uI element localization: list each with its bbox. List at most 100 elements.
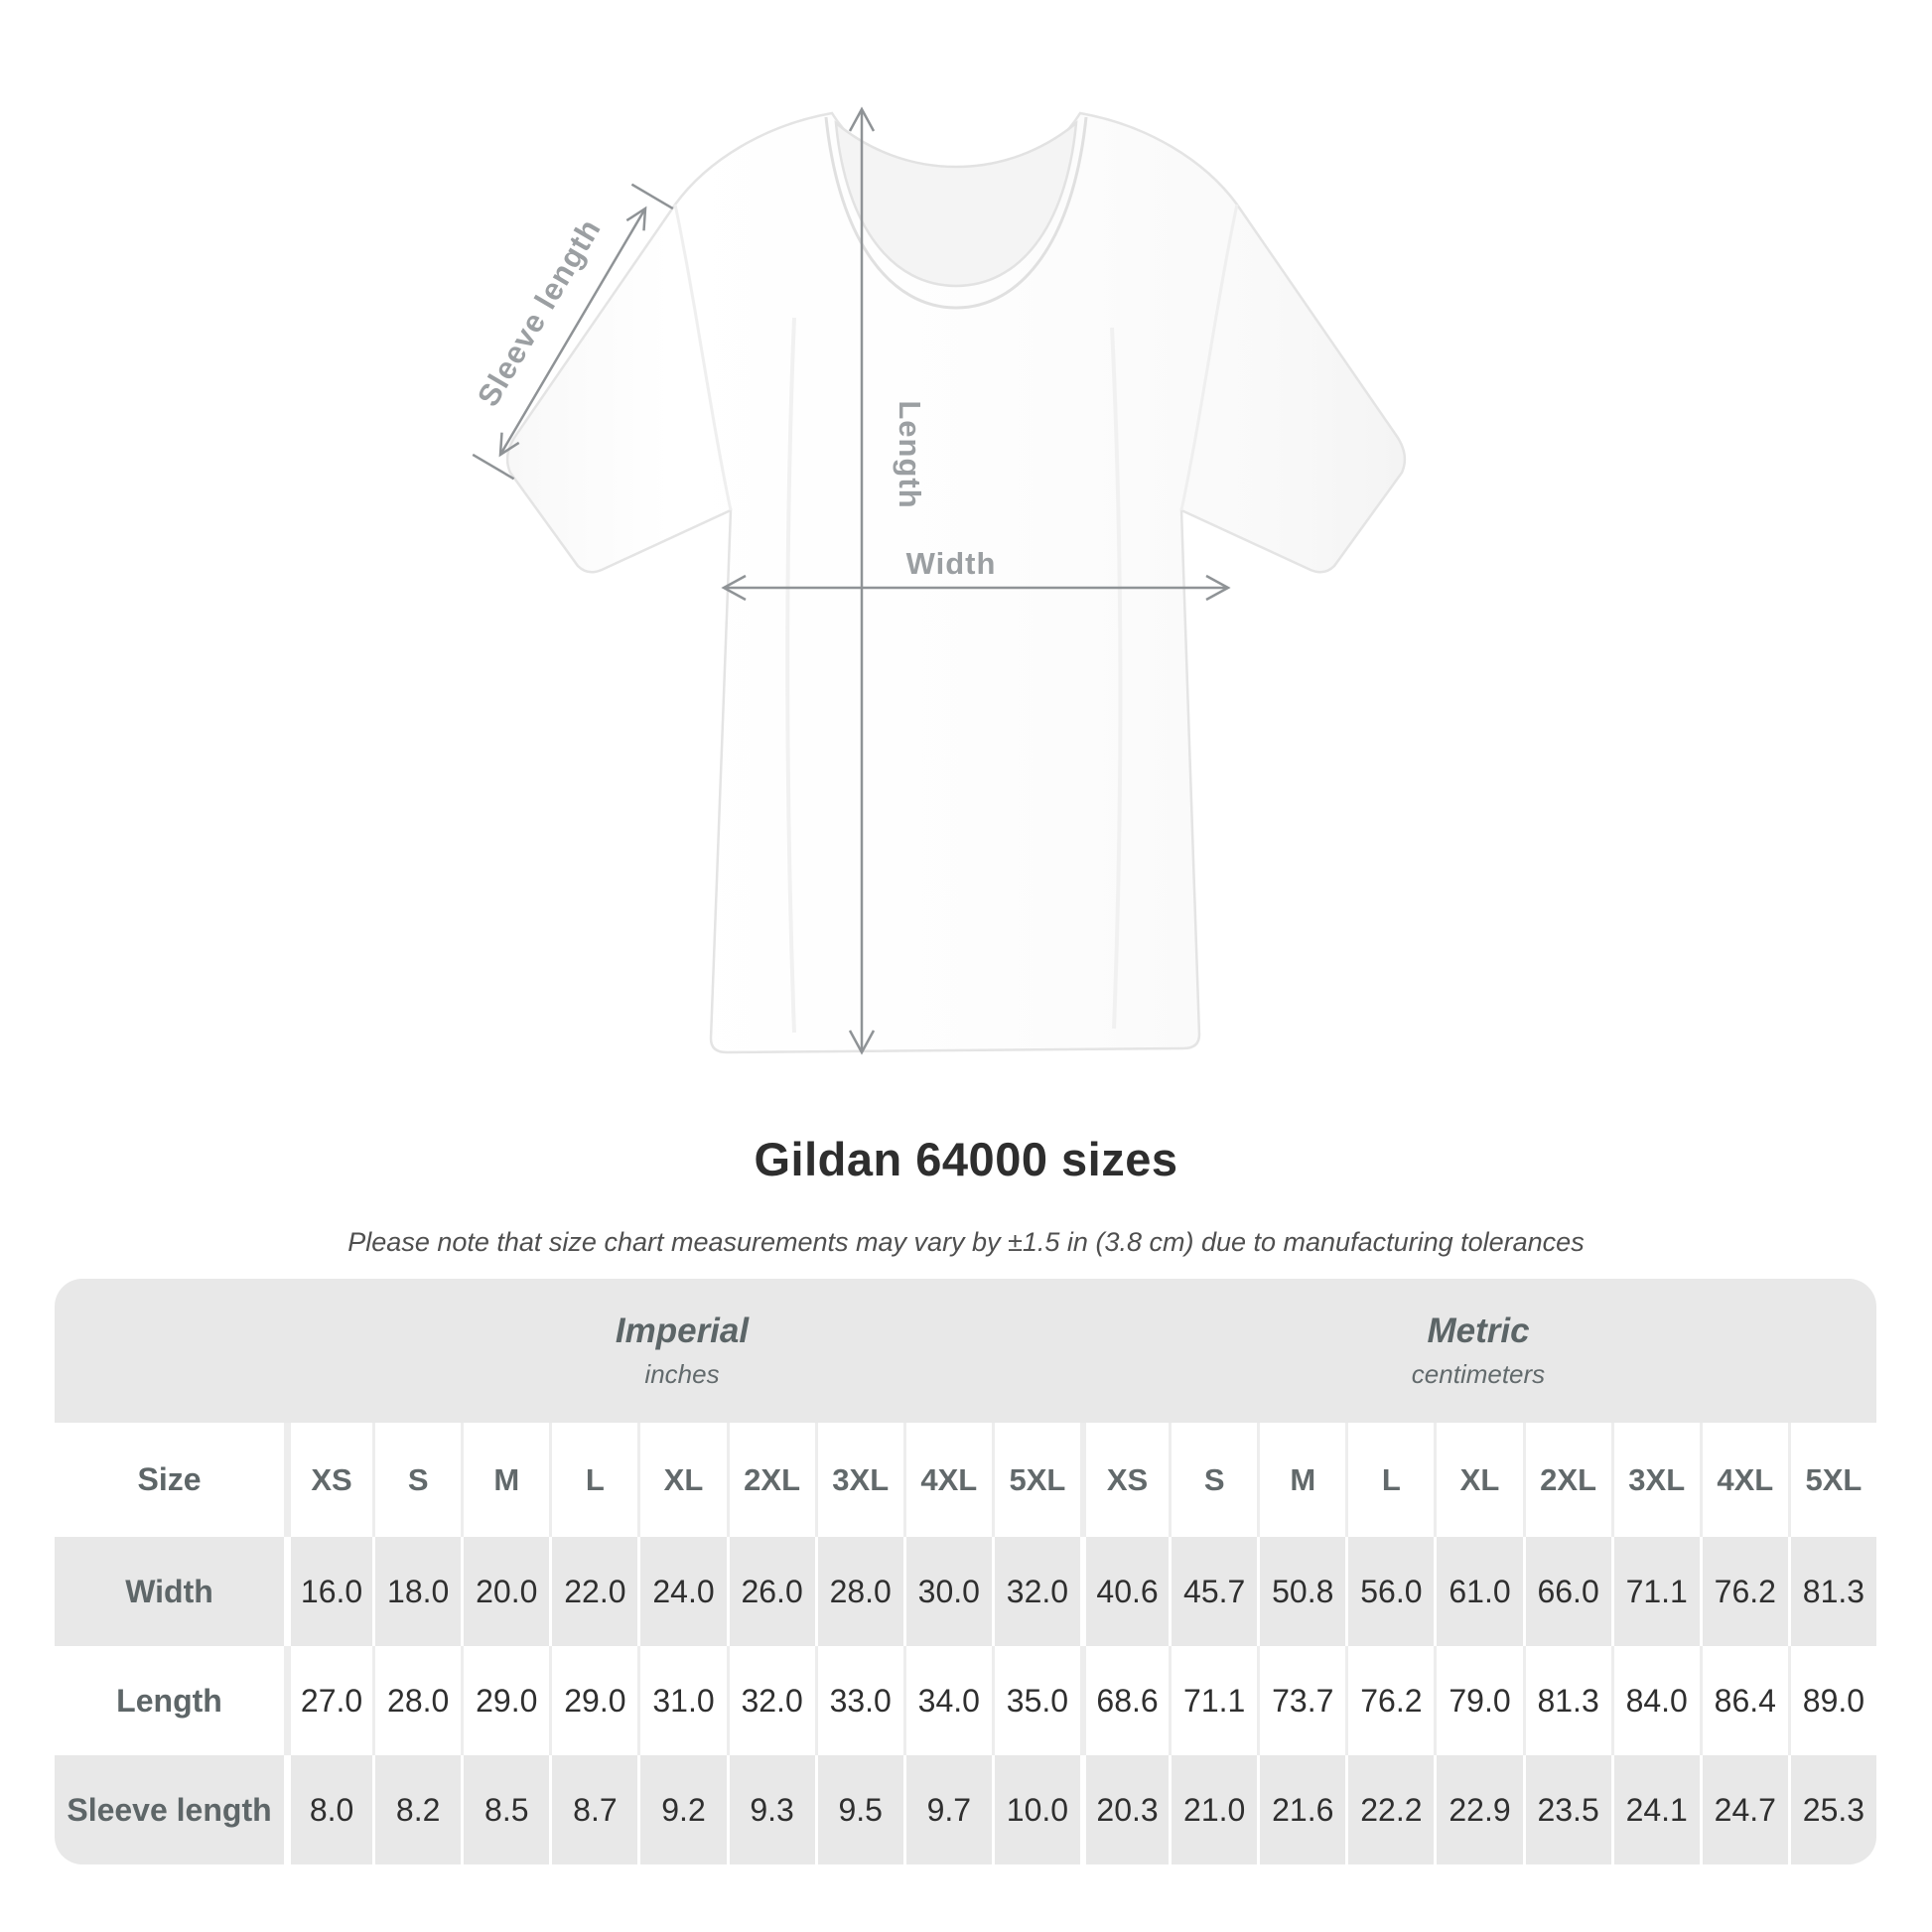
dimension-tick <box>472 453 515 481</box>
metric-header: Metric centimeters <box>1080 1279 1876 1423</box>
size-header-cell: S <box>372 1423 461 1537</box>
measurement-cell: 84.0 <box>1610 1646 1700 1755</box>
width-annotation <box>721 574 1231 602</box>
measurement-cell: 76.2 <box>1699 1537 1788 1646</box>
measurement-cell: 24.7 <box>1699 1755 1788 1864</box>
measurement-cell: 21.6 <box>1257 1755 1345 1864</box>
measurement-cell: 27.0 <box>284 1646 372 1755</box>
size-header-cell: S <box>1169 1423 1257 1537</box>
measurement-cell: 81.3 <box>1522 1646 1611 1755</box>
measurement-cell: 86.4 <box>1699 1646 1788 1755</box>
fabric-fold <box>785 317 796 1034</box>
table-row: Width 16.0 18.0 20.0 22.0 24.0 26.0 28.0 30.0 32.… <box>55 1537 1876 1646</box>
size-header-cell: XS <box>1080 1423 1169 1537</box>
measurement-cell: 22.9 <box>1434 1755 1522 1864</box>
measurement-cell: 22.2 <box>1345 1755 1434 1864</box>
measurement-cell: 66.0 <box>1522 1537 1611 1646</box>
fabric-fold <box>1110 327 1123 1030</box>
size-header-cell: L <box>1345 1423 1434 1537</box>
size-header-cell: 5XL <box>1787 1423 1876 1537</box>
measurement-cell: 8.0 <box>284 1755 372 1864</box>
size-header-cell: 2XL <box>1522 1423 1611 1537</box>
table-row: Length 27.0 28.0 29.0 29.0 31.0 32.0 33.0 34.0 35… <box>55 1646 1876 1755</box>
measurement-cell: 18.0 <box>372 1537 461 1646</box>
length-annotation <box>848 106 876 1055</box>
measurement-cell: 68.6 <box>1080 1646 1169 1755</box>
measurement-cell: 21.0 <box>1169 1755 1257 1864</box>
arrowhead-down-icon <box>848 1030 876 1055</box>
size-header-cell: M <box>1257 1423 1345 1537</box>
measurement-cell: 71.1 <box>1610 1537 1700 1646</box>
measurement-cell: 28.0 <box>372 1646 461 1755</box>
measurement-cell: 71.1 <box>1169 1646 1257 1755</box>
measurement-cell: 28.0 <box>814 1537 903 1646</box>
arrowhead-right-icon <box>1205 574 1231 602</box>
measurement-cell: 8.2 <box>372 1755 461 1864</box>
metric-unit: centimeters <box>1411 1359 1546 1389</box>
page-subtitle: Please note that size chart measurements… <box>347 1227 1585 1257</box>
imperial-name: Imperial <box>615 1311 750 1350</box>
size-header-cell: 4XL <box>902 1423 992 1537</box>
measurement-cell: 30.0 <box>902 1537 992 1646</box>
row-label: Length <box>116 1682 222 1719</box>
size-table: Imperial inches Metric centimeters Size X… <box>55 1279 1876 1864</box>
measurement-cell: 23.5 <box>1522 1755 1611 1864</box>
measurement-cell: 9.7 <box>902 1755 992 1864</box>
arrowhead-sw-icon <box>498 432 520 458</box>
measurement-cell: 16.0 <box>284 1537 372 1646</box>
measurement-cell: 33.0 <box>814 1646 903 1755</box>
size-column-header: Size <box>137 1461 202 1497</box>
size-header-cell: 3XL <box>814 1423 903 1537</box>
collar-opening <box>834 120 1078 288</box>
unit-header-spacer <box>55 1279 284 1423</box>
sleeve-length-annotation <box>472 183 674 481</box>
metric-name: Metric <box>1427 1311 1530 1350</box>
size-header-cell: XL <box>637 1423 726 1537</box>
measurement-cell: 32.0 <box>726 1646 815 1755</box>
measurement-cell: 25.3 <box>1787 1755 1876 1864</box>
measurement-cell: 31.0 <box>637 1646 726 1755</box>
size-header-cell: XL <box>1434 1423 1522 1537</box>
measurement-cell: 22.0 <box>549 1537 637 1646</box>
arrowhead-left-icon <box>721 574 747 602</box>
measurement-cell: 35.0 <box>991 1646 1080 1755</box>
measurement-cell: 76.2 <box>1345 1646 1434 1755</box>
size-header-cell: 3XL <box>1610 1423 1700 1537</box>
measurement-cell: 45.7 <box>1169 1537 1257 1646</box>
row-label: Sleeve length <box>67 1791 272 1828</box>
dimension-tick <box>630 183 674 210</box>
size-header-cell: 5XL <box>991 1423 1080 1537</box>
measurement-cell: 29.0 <box>461 1646 549 1755</box>
arrowhead-ne-icon <box>625 206 647 231</box>
measurement-cell: 81.3 <box>1787 1537 1876 1646</box>
sleeve-seam <box>1179 204 1239 511</box>
measurement-cell: 8.7 <box>549 1755 637 1864</box>
measurement-cell: 20.3 <box>1080 1755 1169 1864</box>
collar-band <box>824 116 1088 310</box>
size-header-cell: 4XL <box>1699 1423 1788 1537</box>
sleeve-arrow-line <box>498 207 647 456</box>
unit-group-header-row: Imperial inches Metric centimeters <box>55 1279 1876 1423</box>
measurement-cell: 10.0 <box>991 1755 1080 1864</box>
size-header-cell: L <box>549 1423 637 1537</box>
measurement-cell: 40.6 <box>1080 1537 1169 1646</box>
measurement-cell: 24.0 <box>637 1537 726 1646</box>
measurement-cell: 73.7 <box>1257 1646 1345 1755</box>
measurement-cell: 34.0 <box>902 1646 992 1755</box>
row-label: Width <box>125 1573 213 1609</box>
measurement-cell: 9.2 <box>637 1755 726 1864</box>
measurement-cell: 20.0 <box>461 1537 549 1646</box>
imperial-unit: inches <box>644 1359 720 1389</box>
arrowhead-up-icon <box>848 106 876 132</box>
measurement-cell: 24.1 <box>1610 1755 1700 1864</box>
sleeve-seam <box>673 204 733 511</box>
page-title: Gildan 64000 sizes <box>754 1133 1178 1185</box>
measurement-cell: 9.3 <box>726 1755 815 1864</box>
measurement-cell: 50.8 <box>1257 1537 1345 1646</box>
size-header-cell: M <box>461 1423 549 1537</box>
measurement-cell: 9.5 <box>814 1755 903 1864</box>
measurement-cell: 56.0 <box>1345 1537 1434 1646</box>
measurement-cell: 29.0 <box>549 1646 637 1755</box>
measurement-cell: 26.0 <box>726 1537 815 1646</box>
